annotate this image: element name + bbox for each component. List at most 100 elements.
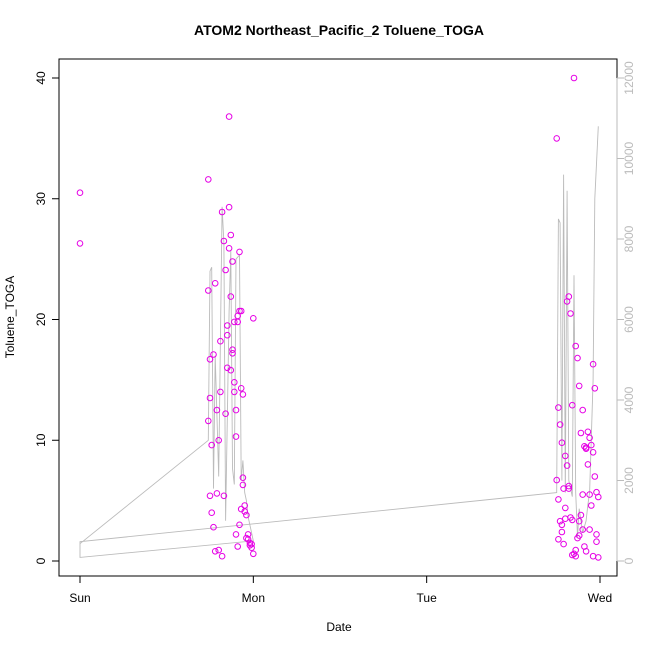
data-point	[574, 354, 581, 362]
data-point	[229, 258, 236, 265]
data-point	[225, 245, 233, 252]
data-point	[556, 421, 564, 428]
data-point	[586, 434, 593, 442]
chart-title: ATOM2 Northeast_Pacific_2 Toluene_TOGA	[194, 22, 484, 38]
data-point	[213, 490, 221, 497]
data-point	[236, 248, 243, 256]
data-point	[231, 388, 238, 396]
x-tick-label: Sun	[69, 591, 90, 605]
data-point	[217, 337, 224, 345]
data-point	[572, 552, 580, 560]
data-point	[211, 280, 219, 287]
data-point	[222, 266, 229, 274]
data-point	[586, 491, 593, 498]
y-tick-label-left: 40	[34, 71, 48, 85]
data-point	[244, 531, 252, 538]
data-point	[588, 441, 595, 449]
data-point	[589, 360, 597, 368]
data-point	[217, 388, 224, 396]
data-point	[205, 176, 212, 183]
data-point	[558, 528, 566, 536]
data-point	[582, 444, 590, 451]
x-tick-label: Tue	[417, 591, 438, 605]
data-point	[562, 452, 569, 460]
y-axis-right: 0 2000 4000 6000 8000 10000 12000	[616, 61, 636, 564]
data-point	[593, 538, 600, 546]
data-point	[560, 540, 567, 548]
data-point	[569, 551, 576, 559]
data-point	[584, 461, 592, 468]
data-point	[229, 350, 236, 357]
data-point	[579, 491, 587, 498]
x-tick-label: Wed	[588, 591, 612, 605]
data-point	[237, 307, 245, 315]
data-point	[215, 546, 222, 554]
data-point	[595, 554, 602, 561]
data-point	[239, 474, 247, 482]
y-tick-label-left: 0	[34, 557, 48, 564]
y-tick-label-right: 10000	[622, 141, 636, 175]
data-point	[572, 342, 580, 350]
data-point	[563, 462, 571, 469]
data-point	[577, 511, 585, 519]
data-point	[577, 429, 585, 437]
data-point	[205, 287, 212, 294]
data-point	[76, 189, 84, 196]
data-point	[231, 318, 238, 326]
data-point	[553, 135, 561, 142]
data-point	[220, 492, 228, 500]
y-tick-label-right: 6000	[622, 306, 636, 333]
data-point	[589, 449, 597, 456]
data-point	[243, 534, 250, 542]
data-point	[591, 473, 599, 480]
data-point	[213, 406, 221, 414]
data-point	[211, 548, 219, 555]
data-point	[584, 428, 592, 436]
data-point	[562, 504, 569, 512]
data-point	[239, 391, 247, 398]
point-series	[76, 74, 602, 561]
data-point	[593, 531, 600, 538]
y-tick-label-right: 4000	[622, 386, 636, 413]
data-point	[220, 237, 228, 245]
y-axis-label: Toluene_TOGA	[3, 276, 17, 359]
data-point	[224, 322, 231, 329]
data-point	[248, 540, 255, 548]
data-point	[227, 366, 235, 374]
y-axis-left: 0 10 20 30 40	[34, 71, 60, 564]
data-point	[591, 385, 599, 392]
x-tick-label: Mon	[242, 591, 265, 605]
data-point	[232, 433, 240, 440]
data-point	[215, 437, 222, 444]
data-point	[76, 240, 84, 247]
data-point	[586, 526, 593, 533]
data-point	[234, 543, 241, 550]
data-point	[569, 401, 576, 409]
data-point	[208, 509, 215, 517]
data-point	[565, 482, 573, 490]
data-point	[588, 502, 595, 509]
data-point	[210, 523, 217, 531]
x-axis: Sun Mon Tue Wed	[69, 575, 612, 605]
y-tick-label-left: 30	[34, 192, 48, 206]
data-point	[206, 356, 214, 363]
data-point	[227, 231, 235, 239]
data-point	[558, 439, 566, 447]
data-point	[225, 113, 233, 120]
data-point	[227, 293, 235, 300]
data-point	[553, 476, 561, 484]
data-point	[595, 493, 602, 501]
data-point	[572, 546, 580, 554]
data-point	[575, 532, 583, 539]
data-point	[241, 502, 248, 509]
data-point	[565, 485, 573, 492]
data-point	[555, 536, 562, 543]
data-point	[231, 379, 238, 386]
data-point	[205, 417, 212, 425]
data-point	[237, 385, 245, 392]
data-point	[555, 496, 562, 503]
data-point	[565, 293, 573, 300]
data-point	[237, 505, 245, 513]
data-point	[218, 208, 226, 216]
